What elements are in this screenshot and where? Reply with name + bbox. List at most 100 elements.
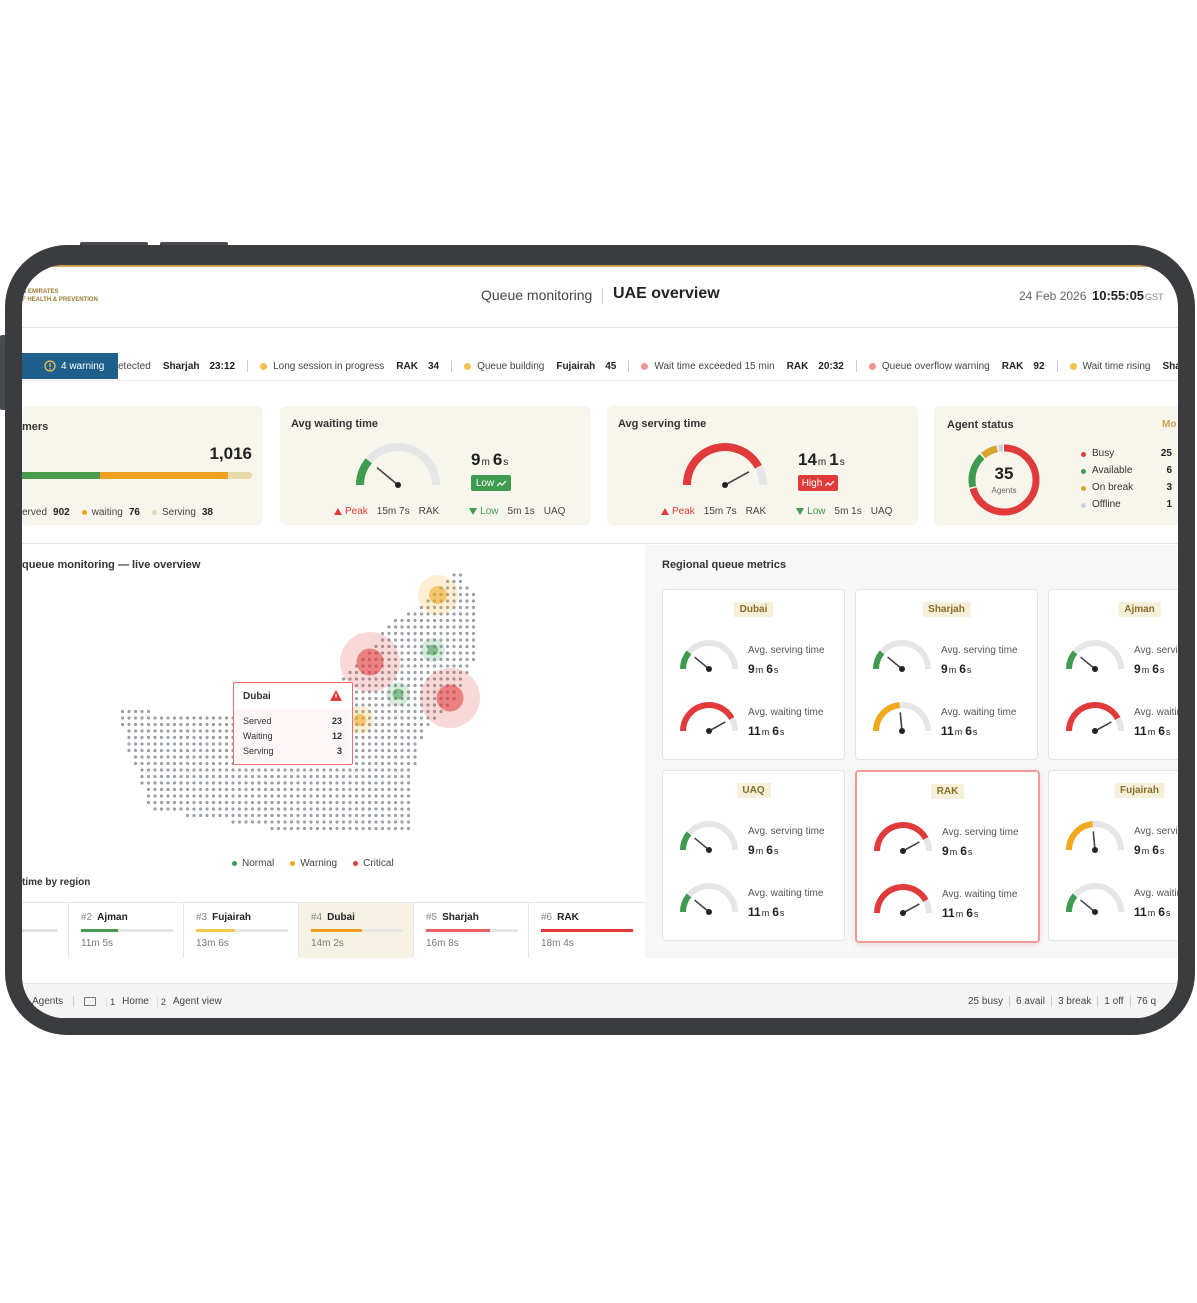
minutes: 9 xyxy=(748,843,755,857)
map-dot xyxy=(348,787,352,792)
minutes: 11 xyxy=(748,905,761,919)
row-label: Served xyxy=(243,716,272,726)
map-dot xyxy=(367,781,372,785)
map-dot xyxy=(172,742,177,746)
badge-text: High xyxy=(801,477,823,489)
peak-region: RAK xyxy=(745,505,767,517)
map-dot xyxy=(211,729,216,733)
map-dot xyxy=(361,748,365,753)
alert-text: Wait time rising xyxy=(1082,360,1151,372)
row-value: 3 xyxy=(336,746,342,756)
map-dot xyxy=(172,774,177,779)
map-dot xyxy=(426,690,430,694)
map-dot xyxy=(406,612,411,616)
alert-text: Long session in progress xyxy=(273,360,385,372)
map-dot xyxy=(159,742,164,746)
gauge-track xyxy=(680,821,738,851)
map-dot xyxy=(231,794,235,798)
status-value: 3 xyxy=(1166,482,1172,493)
separator xyxy=(1056,360,1058,372)
map-dot xyxy=(224,755,229,759)
map-dot xyxy=(471,631,476,636)
map-dot xyxy=(432,677,437,681)
peak-value: 15m 7s xyxy=(703,505,737,517)
map-dot xyxy=(159,735,164,740)
map-dot xyxy=(393,755,398,759)
map-dot xyxy=(179,761,183,766)
footer-stat: 76 q xyxy=(1136,996,1157,1007)
alert-text: Wait time exceeded 15 min xyxy=(654,360,775,372)
metric-label: Avg. waiting time xyxy=(941,707,1017,718)
map-dot xyxy=(348,820,352,824)
map-dot xyxy=(367,729,372,733)
gauge-hub xyxy=(1092,728,1098,734)
alert-text: Queue building xyxy=(477,360,545,372)
map-dot xyxy=(244,807,248,811)
map-dot xyxy=(387,696,391,701)
time: 10:55:05 xyxy=(1092,288,1145,303)
map-dot xyxy=(205,716,209,720)
map-dot xyxy=(400,800,404,805)
map-dot xyxy=(296,807,300,811)
map-dot xyxy=(192,768,196,772)
map-dot xyxy=(432,709,437,714)
map-dot xyxy=(374,709,378,714)
map-dot xyxy=(406,820,411,824)
map-dot xyxy=(322,826,326,831)
footer-left: Agents 1 Home 2 Agent view xyxy=(32,984,532,1018)
section-border xyxy=(22,543,1178,544)
map-dot xyxy=(224,800,229,805)
map-dot xyxy=(458,573,463,577)
map-dot xyxy=(458,631,463,636)
map-dot xyxy=(133,748,138,753)
map-dot xyxy=(153,729,157,733)
map-dot xyxy=(413,709,417,714)
map-dot xyxy=(302,768,307,772)
map-dot xyxy=(166,800,170,805)
map-dot xyxy=(335,800,339,805)
map-dot xyxy=(367,761,372,766)
bar-segment xyxy=(100,472,228,479)
map-dot xyxy=(283,826,287,831)
map-dot xyxy=(400,787,404,792)
map-dot xyxy=(465,605,469,610)
map-dot xyxy=(205,787,209,792)
map-dot xyxy=(380,774,385,779)
map-dot xyxy=(263,807,268,811)
map-dot xyxy=(393,807,398,811)
map-dot xyxy=(218,813,222,818)
shortcut[interactable]: Agent view xyxy=(172,996,222,1007)
map-dot xyxy=(231,807,235,811)
map-dot xyxy=(302,800,307,805)
shortcut[interactable]: Home xyxy=(122,996,149,1007)
map-dot xyxy=(361,690,365,694)
rank-item: #5 Sharjah 16m 8s xyxy=(413,903,529,958)
status-dot xyxy=(232,860,237,866)
map-dot xyxy=(211,722,216,727)
map-dot xyxy=(419,722,424,727)
map-dot xyxy=(315,787,320,792)
map-dot xyxy=(224,781,229,785)
map-dot xyxy=(315,813,320,818)
unit: m xyxy=(755,846,764,856)
map-dot xyxy=(218,794,222,798)
map-dot xyxy=(439,638,443,642)
map-dot xyxy=(185,787,190,792)
footer-stat: 3 break xyxy=(1057,996,1092,1007)
map-dot xyxy=(218,742,222,746)
map-dot xyxy=(458,644,463,649)
more-link[interactable]: Mo xyxy=(1162,419,1177,430)
map-dot xyxy=(380,807,385,811)
map-dot xyxy=(263,800,268,805)
map-dot xyxy=(289,800,294,805)
map-dot xyxy=(367,748,372,753)
map-dot xyxy=(393,729,398,733)
map-dot xyxy=(380,781,385,785)
map-dot xyxy=(354,813,359,818)
map-dot xyxy=(393,722,398,727)
map-legend: Normal Warning Critical xyxy=(232,856,532,870)
gauge-arc xyxy=(1066,821,1094,851)
map-dot xyxy=(452,670,456,675)
map-dot xyxy=(198,742,203,746)
map-dot xyxy=(471,651,476,655)
